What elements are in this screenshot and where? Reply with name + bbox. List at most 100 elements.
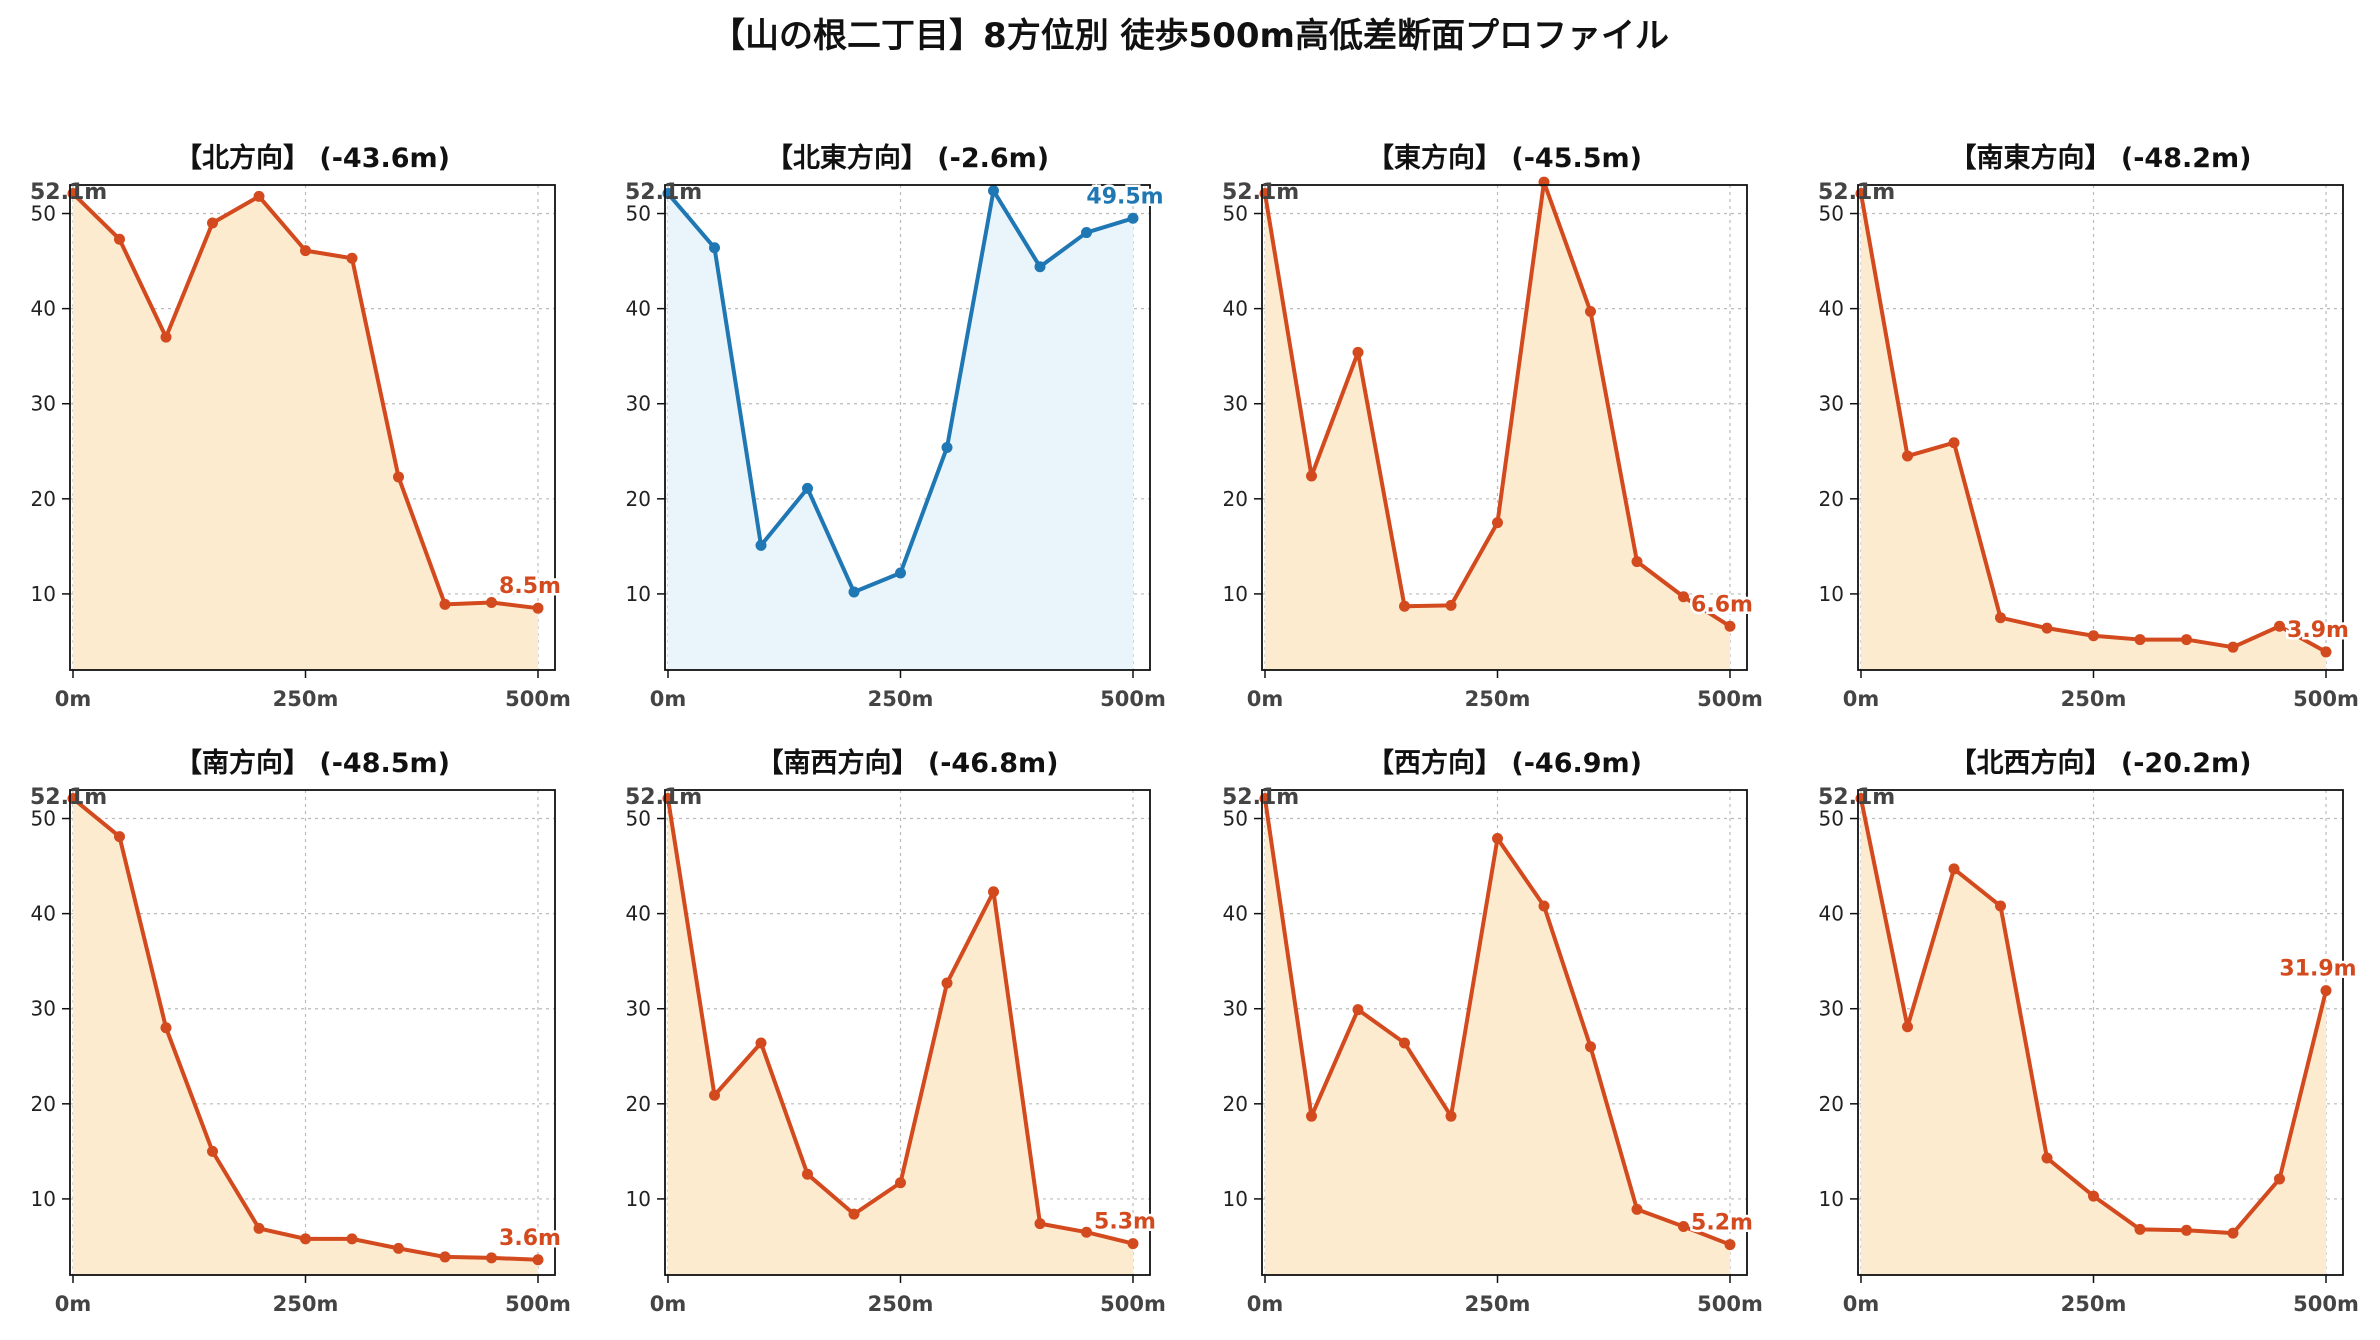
y-tick-label: 50	[1819, 202, 1844, 226]
data-point	[1445, 1110, 1457, 1122]
data-point	[300, 245, 311, 257]
x-tick-label: 500m	[505, 687, 571, 711]
y-tick-label: 20	[626, 1092, 651, 1116]
y-tick-label: 40	[1819, 297, 1844, 321]
y-tick-label: 10	[1819, 582, 1844, 606]
data-point	[1995, 612, 2006, 624]
data-point	[1081, 227, 1092, 239]
data-point	[1995, 900, 2006, 912]
x-tick-label: 0m	[55, 687, 92, 711]
data-point	[114, 233, 125, 245]
data-point	[114, 831, 125, 843]
x-tick-label: 0m	[55, 1292, 92, 1316]
y-tick-label: 50	[1819, 807, 1844, 831]
data-point	[2227, 1227, 2239, 1239]
axes-frame	[1261, 789, 1748, 1276]
x-tick-label: 500m	[2293, 687, 2359, 711]
y-tick-label: 30	[1223, 392, 1248, 416]
y-tick-label: 50	[626, 202, 651, 226]
series-area	[1861, 193, 2326, 670]
start-value-label: 52.1m	[1818, 785, 1895, 810]
data-point	[486, 1252, 497, 1264]
data-point	[1127, 1238, 1139, 1250]
data-point	[2274, 620, 2285, 632]
y-tick-label: 20	[626, 487, 651, 511]
y-tick-label: 30	[1819, 997, 1844, 1021]
y-tick-label: 20	[1223, 487, 1248, 511]
y-tick-label: 40	[31, 902, 56, 926]
x-tick-label: 250m	[868, 687, 934, 711]
y-tick-label: 10	[1223, 582, 1248, 606]
data-point	[253, 1222, 265, 1234]
data-point	[848, 586, 860, 598]
data-point	[1678, 1221, 1689, 1232]
x-tick-label: 0m	[650, 687, 687, 711]
series-area	[1265, 182, 1730, 670]
axes-frame	[69, 184, 556, 671]
y-tick-label: 50	[626, 807, 651, 831]
data-point	[1492, 517, 1503, 529]
data-point	[1306, 1110, 1317, 1122]
data-point	[755, 1037, 767, 1049]
data-point	[207, 217, 218, 229]
y-tick-label: 10	[31, 1187, 56, 1211]
end-value-label: 8.5m	[499, 574, 561, 599]
start-value-label: 52.1m	[625, 785, 702, 810]
data-point	[895, 567, 906, 579]
data-point	[941, 977, 953, 989]
figure-title: 【山の根二丁目】8方位別 徒歩500m高低差断面プロファイル	[711, 16, 1669, 56]
y-tick-label: 30	[31, 997, 56, 1021]
data-point	[2227, 641, 2239, 653]
chart-title: 【南東方向】 (-48.2m)	[1949, 142, 2251, 174]
end-value-label: 49.5m	[1086, 184, 1163, 209]
chart-title: 【南方向】 (-48.5m)	[175, 747, 450, 779]
x-tick-label: 0m	[1247, 687, 1284, 711]
x-tick-label: 0m	[1843, 1292, 1880, 1316]
data-point	[1724, 620, 1736, 632]
y-tick-label: 30	[626, 997, 651, 1021]
data-point	[2320, 646, 2332, 658]
start-value-label: 52.1m	[625, 180, 702, 205]
data-point	[1352, 346, 1364, 358]
data-point	[1445, 599, 1457, 611]
y-tick-label: 40	[1223, 902, 1248, 926]
data-point	[709, 1089, 720, 1101]
axes-frame	[69, 789, 556, 1276]
data-point	[1034, 1218, 1046, 1230]
x-tick-label: 250m	[1465, 1292, 1531, 1316]
data-point	[1585, 305, 1596, 317]
end-value-label: 3.6m	[499, 1226, 561, 1251]
data-point	[2041, 622, 2053, 634]
x-tick-label: 500m	[1697, 687, 1763, 711]
x-tick-label: 250m	[2061, 687, 2127, 711]
series-area	[668, 190, 1133, 671]
data-point	[895, 1177, 906, 1189]
x-tick-label: 250m	[2061, 1292, 2127, 1316]
x-tick-label: 500m	[505, 1292, 571, 1316]
data-point	[207, 1145, 218, 1157]
y-tick-label: 20	[1819, 487, 1844, 511]
data-point	[1585, 1041, 1596, 1053]
y-tick-label: 10	[626, 1187, 651, 1211]
data-point	[2274, 1173, 2285, 1185]
data-point	[1034, 261, 1046, 273]
data-point	[2088, 630, 2099, 642]
y-tick-label: 10	[1819, 1187, 1844, 1211]
chart-title: 【北西方向】 (-20.2m)	[1949, 747, 2251, 779]
y-tick-label: 20	[1223, 1092, 1248, 1116]
start-value-label: 52.1m	[1818, 180, 1895, 205]
y-tick-label: 10	[626, 582, 651, 606]
data-point	[2134, 1223, 2146, 1235]
data-point	[2181, 1224, 2192, 1236]
chart-title: 【東方向】 (-45.5m)	[1367, 142, 1642, 174]
data-point	[346, 1233, 358, 1245]
x-tick-label: 250m	[1465, 687, 1531, 711]
data-point	[1948, 437, 1960, 449]
data-point	[2041, 1152, 2053, 1164]
